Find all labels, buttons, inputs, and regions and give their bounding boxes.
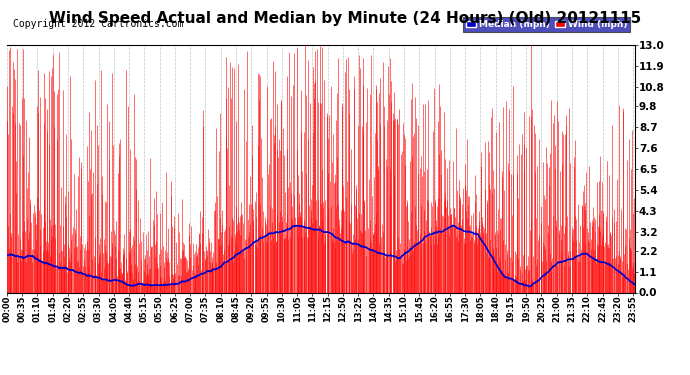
Text: Copyright 2012 Cartronics.com: Copyright 2012 Cartronics.com (13, 19, 184, 29)
Legend: Median (mph), Wind (mph): Median (mph), Wind (mph) (463, 17, 630, 32)
Text: Wind Speed Actual and Median by Minute (24 Hours) (Old) 20121115: Wind Speed Actual and Median by Minute (… (49, 11, 641, 26)
